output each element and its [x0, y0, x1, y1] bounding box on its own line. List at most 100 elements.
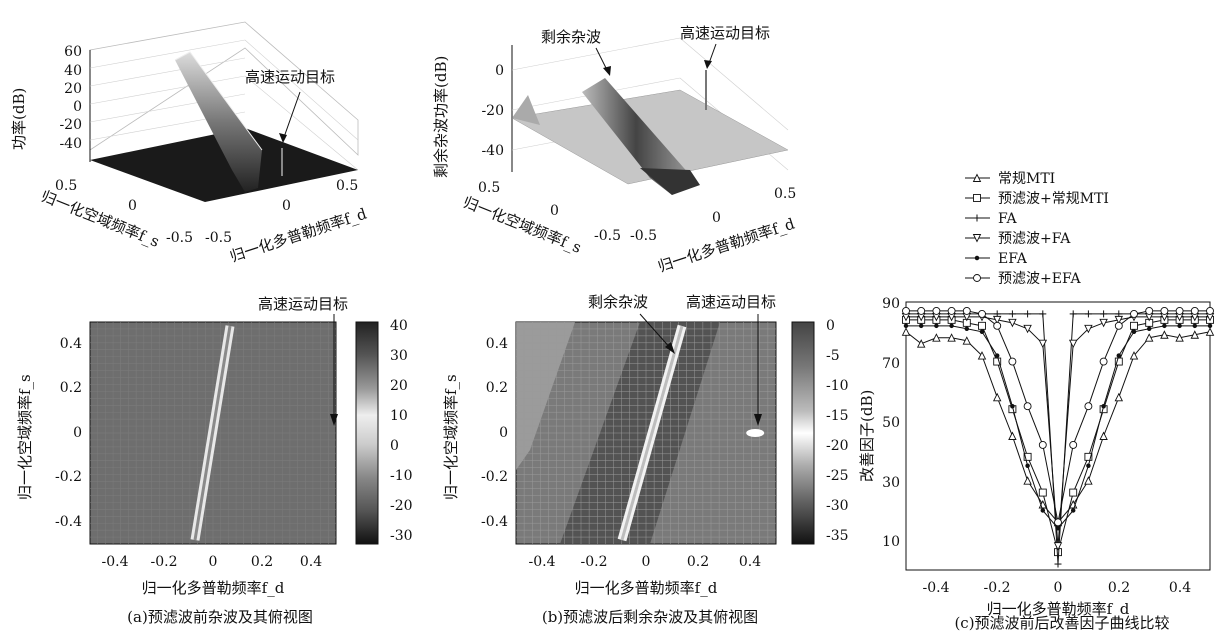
- a3d-clutter-ridge: [175, 52, 262, 192]
- c-series-line: [906, 319, 1210, 553]
- c-point: [962, 336, 972, 345]
- c-point: [1114, 321, 1123, 330]
- c-series-line: [906, 325, 1210, 530]
- c-y-tick: 70: [882, 356, 900, 372]
- c-plot-area: [901, 306, 1215, 568]
- b3d-left-bump: [512, 95, 540, 125]
- b3d-clutter-arrowhead: [603, 66, 611, 76]
- b3d-notch: [640, 168, 700, 195]
- b-top-y-tick: 0: [499, 425, 508, 441]
- a3d-y-ticks: 0.5 0 -0.5: [55, 178, 193, 246]
- a3d-z-tick: -40: [59, 136, 82, 152]
- b3d-z-tick: -20: [481, 103, 504, 119]
- panel-b-3d: 剩余杂波 高速运动目标 0 -20 -40 剩余杂波功率(dB) 0.5 0 -…: [432, 24, 797, 276]
- c-point: [1084, 476, 1093, 485]
- c-point: [917, 306, 926, 315]
- a3d-z-tick: -20: [59, 117, 82, 133]
- a3d-x-ticks: -0.5 0 0.5: [205, 178, 358, 246]
- c-point: [993, 321, 1002, 330]
- c-point: [1055, 526, 1061, 531]
- a3d-ridge-edge: [174, 51, 263, 151]
- b-colorbar-tick: -20: [826, 438, 849, 454]
- b-top-y-tick: -0.4: [481, 514, 508, 530]
- b-top-clutter-arrowhead: [665, 342, 675, 354]
- b3d-z-ticks: 0 -20 -40: [481, 63, 504, 159]
- c-x-label: 归一化多普勒频率f_d: [987, 600, 1130, 618]
- a-top-y-tick: 0.4: [60, 336, 82, 352]
- b-top-x-tick: -0.2: [581, 554, 608, 570]
- c-point: [1053, 542, 1063, 551]
- b3d-annotation-target: 高速运动目标: [680, 24, 770, 42]
- c-point: [1068, 339, 1078, 349]
- c-point: [1023, 402, 1032, 411]
- a-top-annotation-target: 高速运动目标: [258, 295, 348, 313]
- c-legend-item: EFA: [965, 251, 1028, 267]
- c-point: [1114, 357, 1123, 366]
- a-top-y-ticks: 0.4 0.2 0 -0.2 -0.4: [55, 336, 82, 530]
- a-top-y-tick: 0.2: [60, 380, 82, 396]
- b3d-x-label: 归一化多普勒频率f_d: [656, 214, 798, 275]
- caption-b: (b)预滤波后剩余杂波及其俯视图: [542, 608, 758, 626]
- c-y-ticks: 90 70 50 30 10: [882, 296, 900, 550]
- c-point: [1069, 310, 1077, 318]
- c-plot: [905, 301, 1211, 571]
- c-point: [949, 323, 954, 329]
- c-point: [994, 353, 1000, 358]
- c-point: [1054, 518, 1062, 527]
- c-point: [916, 339, 926, 348]
- c-point: [1207, 323, 1213, 329]
- c-point: [1084, 452, 1093, 461]
- c-point: [1010, 403, 1015, 409]
- c-point: [1144, 333, 1154, 342]
- a3d-z-tick: 40: [64, 63, 82, 79]
- b3d-y-tick: 0: [550, 203, 559, 219]
- b-top-x-tick: 0.2: [687, 554, 709, 570]
- c-point: [1084, 324, 1093, 334]
- b3d-x-ticks: -0.5 0 0.5: [630, 186, 796, 244]
- c-point: [1008, 357, 1017, 366]
- c-legend-label: FA: [998, 211, 1017, 227]
- c-x-tick: 0.4: [1169, 580, 1191, 596]
- a-top-x-ticks: -0.4 -0.2 0 0.2 0.4: [102, 554, 323, 570]
- a-colorbar-tick: 30: [390, 348, 408, 364]
- a-top-x-tick: 0.2: [251, 554, 273, 570]
- c-point: [973, 214, 981, 222]
- c-point: [972, 234, 982, 243]
- c-point: [973, 274, 981, 282]
- b-colorbar-ticks: 0 -5 -10 -15 -20 -25 -30 -35: [826, 318, 849, 544]
- c-x-tick: 0: [1054, 580, 1063, 596]
- c-y-tick: 10: [882, 534, 900, 550]
- panel-b-topview: 剩余杂波 高速运动目标 0.4 0.2 0 -0.2 -0.4 -0.4 -0.…: [442, 293, 849, 626]
- panel-c: 常规MTI 预滤波+常规MTI FA 预滤波+FA EFA 预滤波+EFA 90 70 5…: [858, 171, 1215, 632]
- c-point: [1008, 318, 1017, 328]
- c-point: [1146, 326, 1152, 332]
- a3d-y-tick: 0.5: [55, 178, 77, 194]
- b3d-x-tick: 0.5: [774, 186, 796, 202]
- a-top-x-tick: -0.2: [151, 554, 178, 570]
- a3d-grid: [89, 39, 359, 171]
- panel-a-3d: 高速运动目标 60 40 20 0 -20 -40 功率(dB) 0.5 0 -…: [10, 21, 369, 266]
- c-series-line: [906, 316, 1210, 547]
- a3d-target-arrow: [282, 91, 301, 141]
- a3d-z-label: 功率(dB): [10, 88, 28, 150]
- c-point: [1177, 323, 1182, 329]
- a3d-x-tick: 0.5: [336, 178, 358, 194]
- a-colorbar-tick: 20: [390, 378, 408, 394]
- c-point: [992, 392, 1002, 402]
- c-point: [1038, 440, 1047, 449]
- a-top-target-arrowhead: [330, 414, 338, 426]
- b-top-x-tick: 0.4: [739, 554, 761, 570]
- c-series: [901, 312, 1215, 551]
- c-point: [993, 357, 1002, 366]
- c-legend-item: 常规MTI: [965, 171, 1055, 187]
- c-point: [1145, 306, 1154, 315]
- c-point: [1086, 463, 1091, 469]
- c-point: [1023, 476, 1032, 485]
- a-colorbar-tick: -10: [390, 468, 413, 484]
- b-colorbar-tick: -30: [826, 498, 849, 514]
- c-point: [1024, 310, 1032, 318]
- a-top-y-tick: -0.4: [55, 514, 82, 530]
- c-legend-item: 预滤波+常规MTI: [965, 191, 1109, 207]
- b-top-x-tick: 0: [642, 554, 651, 570]
